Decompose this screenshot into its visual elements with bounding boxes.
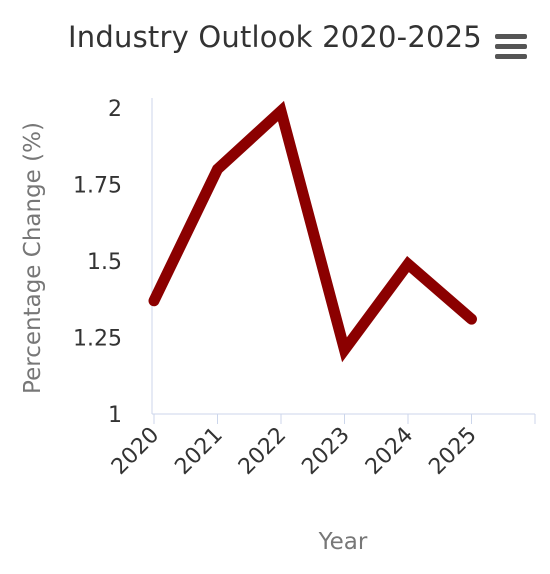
x-tick-label: 2024 [361,423,418,480]
series-group [148,100,477,363]
x-tick-label: 2021 [170,423,227,480]
data-point[interactable] [217,168,218,170]
data-point[interactable] [471,318,472,320]
y-axis-title: Percentage Change (%) [20,122,46,394]
menu-icon[interactable] [495,34,529,64]
x-tick-label: 2022 [234,423,291,480]
data-point[interactable] [407,263,409,265]
x-tick-label: 2020 [107,423,164,480]
x-axis-ticks: 2020 2021 2022 2023 2024 2025 [107,414,536,480]
y-tick-label: 1.25 [73,327,122,352]
y-tick-label: 1 [108,403,122,428]
x-axis-title: Year [318,529,368,555]
y-tick-label: 2 [108,97,122,122]
axes [151,98,535,415]
y-tick-label: 1.75 [73,174,122,199]
x-tick-label: 2025 [424,423,481,480]
y-tick-label: 1.5 [87,250,122,275]
data-point[interactable] [344,349,345,351]
series-line [148,100,477,363]
chart-title: Industry Outlook 2020-2025 [68,20,482,54]
data-point[interactable] [153,300,155,302]
x-tick-label: 2023 [297,423,354,480]
y-axis-ticks: 1 1.25 1.5 1.75 2 [73,97,122,428]
data-point[interactable] [280,110,282,112]
